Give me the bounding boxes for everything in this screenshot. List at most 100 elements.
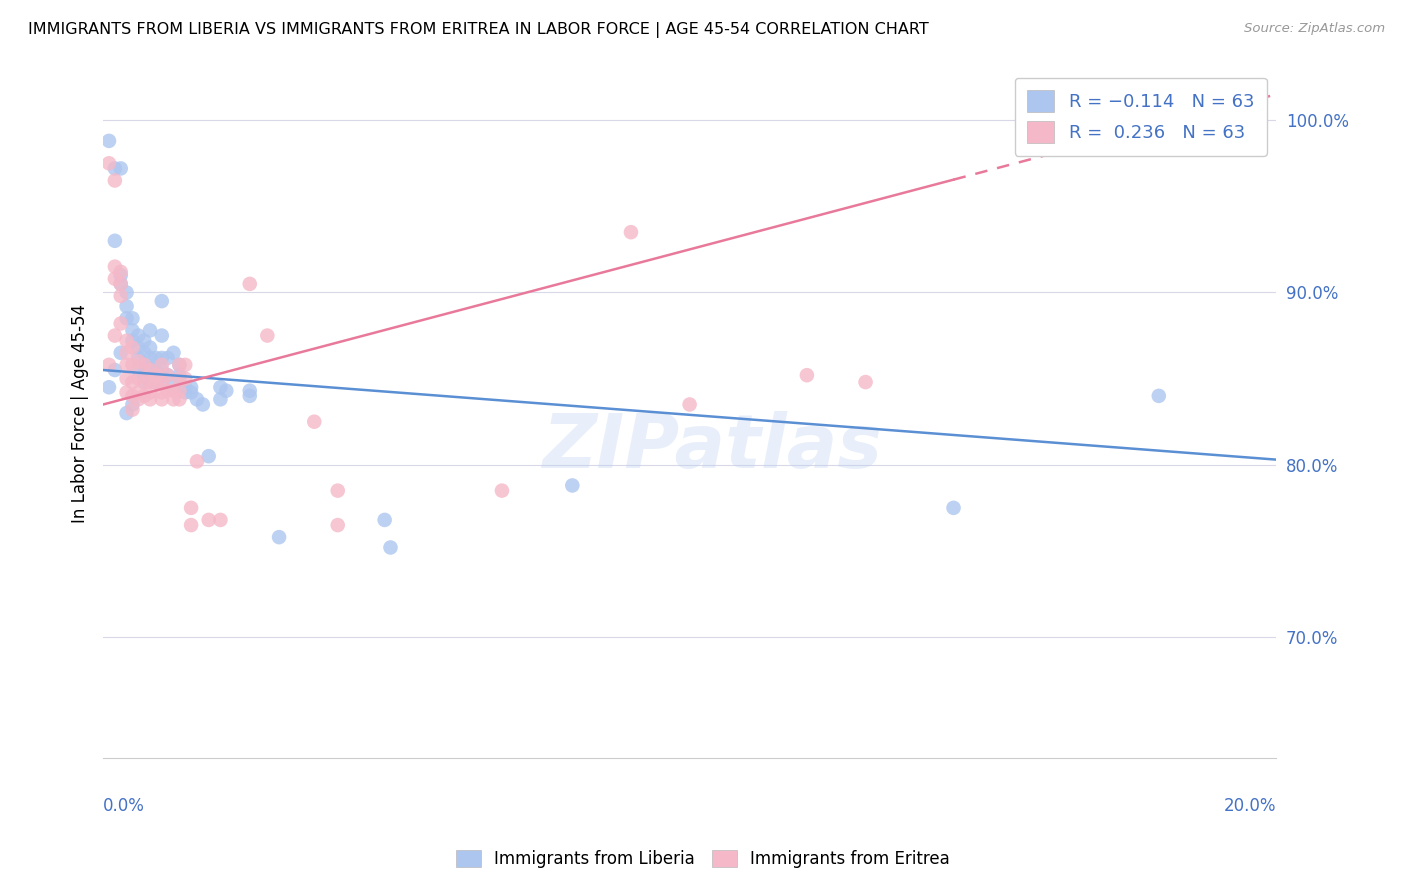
Point	[98, 134, 121, 148]
Point	[209, 513, 232, 527]
Point	[98, 156, 121, 170]
Point	[326, 518, 349, 533]
Point	[134, 358, 156, 372]
Point	[267, 530, 290, 544]
Point	[304, 415, 326, 429]
Point	[98, 358, 121, 372]
Text: 20.0%: 20.0%	[1223, 797, 1277, 814]
Legend: R = −0.114   N = 63, R =  0.236   N = 63: R = −0.114 N = 63, R = 0.236 N = 63	[1015, 78, 1267, 156]
Point	[942, 500, 965, 515]
Point	[115, 406, 138, 420]
Point	[110, 277, 132, 291]
Point	[239, 384, 262, 398]
Point	[121, 402, 143, 417]
Point	[104, 363, 127, 377]
Point	[180, 385, 202, 400]
Point	[491, 483, 513, 498]
Point	[186, 392, 208, 407]
Point	[104, 161, 127, 176]
Point	[121, 397, 143, 411]
Point	[150, 358, 173, 372]
Point	[197, 513, 219, 527]
Point	[127, 392, 149, 407]
Point	[150, 294, 173, 309]
Point	[145, 375, 167, 389]
Point	[239, 277, 262, 291]
Point	[169, 368, 191, 383]
Point	[1147, 389, 1170, 403]
Point	[174, 371, 197, 385]
Point	[134, 334, 156, 348]
Point	[104, 234, 127, 248]
Point	[162, 346, 184, 360]
Point	[174, 358, 197, 372]
Point	[139, 363, 162, 377]
Point	[127, 354, 149, 368]
Point	[127, 351, 149, 365]
Point	[134, 368, 156, 383]
Point	[115, 285, 138, 300]
Text: IMMIGRANTS FROM LIBERIA VS IMMIGRANTS FROM ERITREA IN LABOR FORCE | AGE 45-54 CO: IMMIGRANTS FROM LIBERIA VS IMMIGRANTS FR…	[28, 22, 929, 38]
Point	[121, 334, 143, 348]
Point	[115, 334, 138, 348]
Point	[169, 371, 191, 385]
Point	[150, 375, 173, 389]
Point	[110, 289, 132, 303]
Point	[169, 384, 191, 398]
Legend: Immigrants from Liberia, Immigrants from Eritrea: Immigrants from Liberia, Immigrants from…	[450, 843, 956, 875]
Point	[127, 328, 149, 343]
Point	[134, 375, 156, 389]
Point	[104, 173, 127, 187]
Point	[134, 346, 156, 360]
Point	[380, 541, 402, 555]
Point	[139, 341, 162, 355]
Point	[215, 384, 238, 398]
Point	[239, 389, 262, 403]
Point	[121, 323, 143, 337]
Point	[156, 384, 179, 398]
Point	[150, 385, 173, 400]
Point	[115, 371, 138, 385]
Point	[209, 380, 232, 394]
Point	[110, 265, 132, 279]
Point	[162, 384, 184, 398]
Point	[110, 277, 132, 291]
Point	[796, 368, 818, 383]
Point	[145, 363, 167, 377]
Point	[169, 392, 191, 407]
Text: ZIPatlas: ZIPatlas	[543, 411, 883, 484]
Point	[121, 358, 143, 372]
Point	[169, 358, 191, 372]
Point	[620, 225, 643, 239]
Point	[139, 363, 162, 377]
Point	[104, 328, 127, 343]
Point	[134, 375, 156, 389]
Point	[156, 368, 179, 383]
Point	[127, 371, 149, 385]
Point	[110, 346, 132, 360]
Point	[139, 375, 162, 389]
Point	[139, 392, 162, 407]
Point	[374, 513, 396, 527]
Point	[127, 341, 149, 355]
Point	[150, 392, 173, 407]
Point	[104, 271, 127, 285]
Point	[197, 449, 219, 463]
Point	[162, 392, 184, 407]
Point	[150, 375, 173, 389]
Point	[121, 311, 143, 326]
Point	[115, 311, 138, 326]
Point	[134, 389, 156, 403]
Point	[174, 380, 197, 394]
Point	[156, 351, 179, 365]
Point	[191, 397, 214, 411]
Point	[150, 363, 173, 377]
Point	[121, 375, 143, 389]
Point	[174, 385, 197, 400]
Point	[150, 351, 173, 365]
Point	[180, 518, 202, 533]
Point	[156, 368, 179, 383]
Y-axis label: In Labor Force | Age 45-54: In Labor Force | Age 45-54	[72, 303, 89, 523]
Point	[150, 328, 173, 343]
Point	[162, 380, 184, 394]
